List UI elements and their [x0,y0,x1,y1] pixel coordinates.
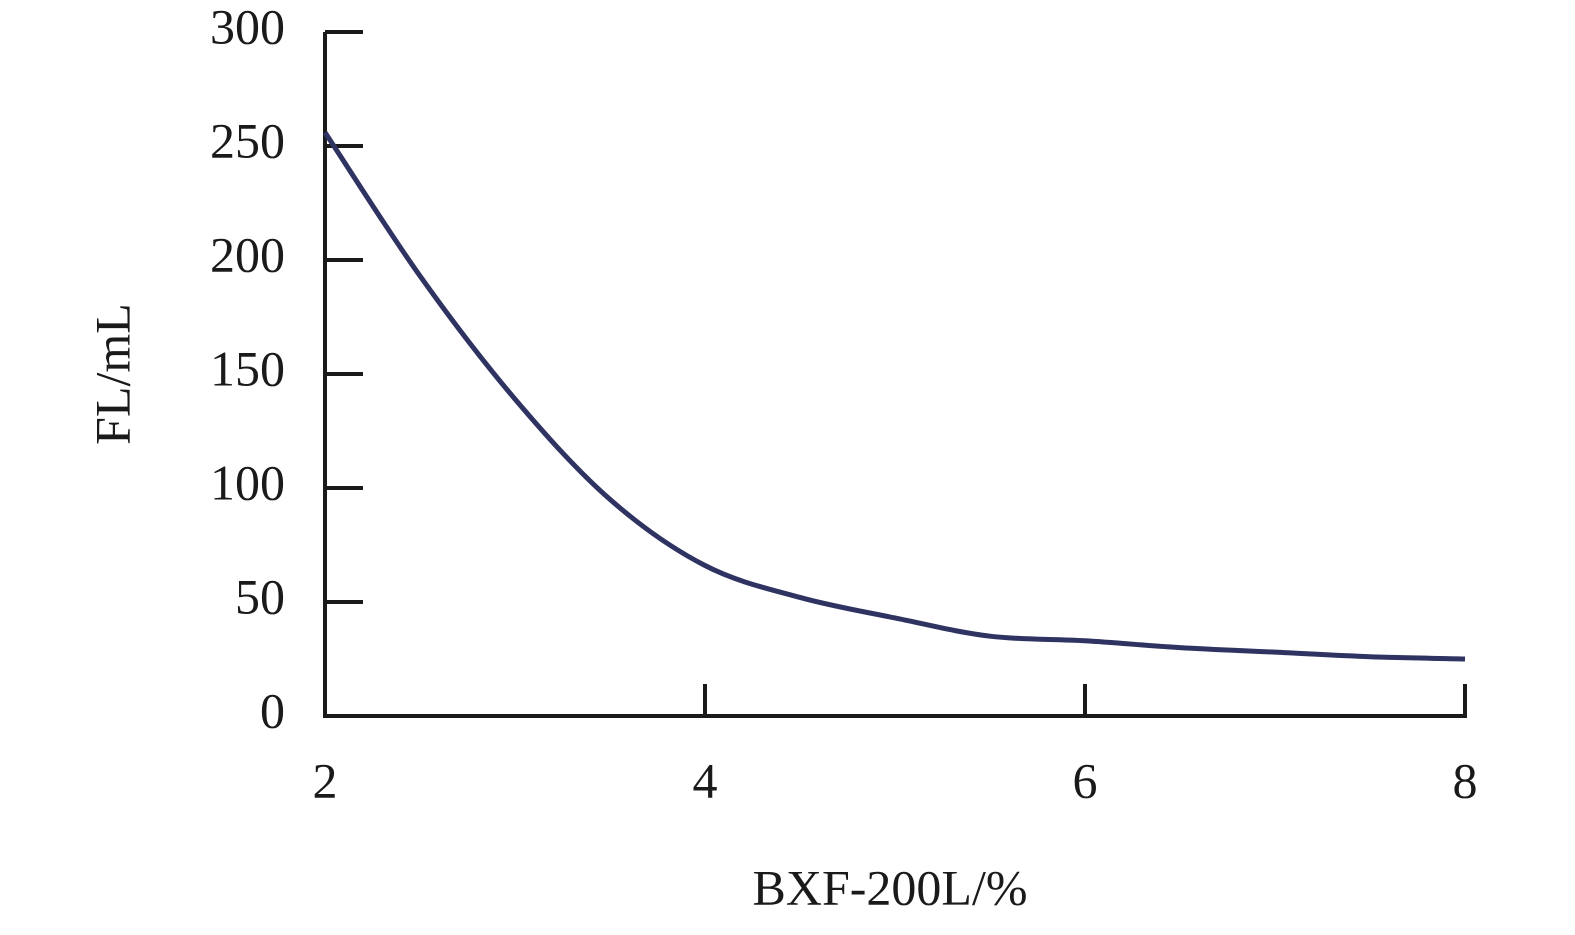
x-tick-label: 6 [1073,752,1098,808]
y-tick-label: 100 [210,454,285,510]
line [322,130,1466,662]
x-tick-label: 2 [313,752,338,808]
x-tick-label: 8 [1453,752,1478,808]
y-tick-label: 200 [210,226,285,282]
y-tick-label: 300 [210,0,285,54]
x-axis-title: BXF-200L/% [753,859,1028,915]
x-tick-label: 4 [693,752,718,808]
y-tick-label: 150 [210,340,285,396]
y-tick-label: 0 [260,682,285,738]
y-tick-label: 50 [235,568,285,624]
y-tick-label: 250 [210,112,285,168]
y-axis-title: FL/mL [84,303,140,445]
